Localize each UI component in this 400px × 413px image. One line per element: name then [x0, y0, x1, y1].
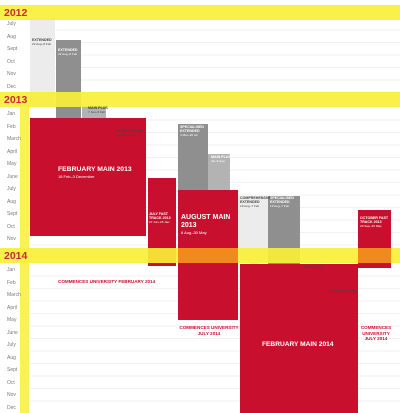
month-label: Aug [7, 33, 16, 40]
program-dates: 19 Aug–7 Feb [240, 204, 260, 209]
program-title: MAIN PLUS [303, 265, 323, 269]
year-band: 2012 [0, 5, 400, 20]
month-label: June [7, 329, 18, 336]
february-main-2014-bar [240, 264, 358, 413]
month-axis: July Aug Sept Oct Nov Dec Jan Feb March April May J… [0, 0, 30, 413]
year-band: 2013 [0, 92, 400, 107]
commences-feb-2014-note: COMMENCES UNIVERSITY FEBRUARY 2014 [58, 279, 156, 284]
month-label: July [7, 342, 16, 348]
program-dates: 22 Aug–8 Feb [32, 42, 52, 47]
month-label: June [7, 173, 18, 180]
month-label: March [7, 136, 21, 142]
program-title: MAIN PLUS [88, 106, 108, 110]
program-dates: 27 Jun–26 Jan [149, 220, 170, 225]
program-title: AUGUST MAIN 2013 [181, 214, 231, 230]
commences-july-2014-b-note: COMMENCES UNIVERSITY JULY 2014 [360, 325, 392, 342]
program-title: ACCELERATED [330, 289, 357, 293]
comprehensive-extended-label: COMPREHENSIVE EXTENDED 19 Aug–7 Feb [240, 196, 272, 209]
extended-2-label: EXTENDED 22 Aug–8 Feb [58, 48, 80, 57]
month-label: Sept [7, 367, 18, 373]
february-main-2013-bar [30, 118, 146, 236]
month-label: Aug [7, 198, 16, 205]
month-label: April [7, 304, 18, 311]
month-label: Aug [7, 354, 16, 361]
extended-1-bar [30, 18, 55, 106]
month-label: Nov [7, 392, 16, 398]
month-label: May [7, 317, 17, 323]
year-label: 2013 [4, 94, 28, 106]
program-title: EXTENDED [58, 48, 78, 52]
program-dates: 18 Feb–3 December [58, 173, 95, 179]
program-title: ACCELERATED [116, 129, 143, 133]
month-label: Dec [7, 404, 16, 411]
band-overlap [178, 248, 238, 263]
main-plus-2-bar [208, 154, 230, 196]
february-main-2013-label: FEBRUARY MAIN 2013 18 Feb–3 December [58, 166, 146, 179]
program-title: SPECIALISED EXTENDED [180, 125, 204, 134]
band-overlap [358, 248, 391, 263]
month-label: March [7, 292, 21, 298]
july-fast-track-2013-label: JULY FAST TRACK 2013 27 Jun–26 Jan [149, 212, 175, 225]
commences-july-2014-note: COMMENCES UNIVERSITY JULY 2014 [179, 325, 239, 336]
month-label: April [7, 148, 18, 155]
specialised-extended-2-label: SPECIALISED EXTENDED 19 Aug–7 Feb [270, 196, 300, 209]
month-label: July [7, 21, 16, 27]
year-label: 2014 [4, 250, 28, 262]
october-fast-track-2013-label: OCTOBER FAST TRACK 2013 26 Sep–30 May [360, 216, 390, 229]
month-label: Nov [7, 236, 16, 242]
specialised-extended-1-label: SPECIALISED EXTENDED 4 Mar–26 Jul [180, 125, 208, 138]
year-label: 2012 [4, 7, 28, 19]
august-main-2013-label: AUGUST MAIN 2013 8 Aug–30 May [181, 214, 239, 236]
program-dates: Jul–9 Aug [211, 159, 225, 164]
program-dates: 7 Jan–8 Feb [88, 110, 106, 115]
program-dates: 8 Aug–30 May [181, 230, 207, 236]
program-title: MAIN PLUS [211, 155, 231, 159]
main-plus-2-label: MAIN PLUS Jul–9 Aug [211, 155, 231, 164]
program-title: OCTOBER FAST TRACK 2013 [360, 216, 389, 225]
program-dates: 4 Mar–26 Jul [180, 133, 198, 138]
program-dates: 26 Sep–30 May [360, 224, 382, 229]
program-title: FEBRUARY MAIN 2013 [58, 166, 132, 173]
month-label: Sept [7, 46, 18, 52]
month-label: Feb [7, 279, 16, 286]
month-label: July [7, 186, 16, 192]
month-label: Feb [7, 123, 16, 130]
program-title: JULY FAST TRACK 2013 [149, 212, 171, 221]
accelerated-1-label: ACCELERATED 27 Mar–12 Apr [116, 129, 150, 138]
accelerated-2-label: ACCELERATED [330, 289, 360, 293]
month-label: Oct [7, 58, 15, 65]
month-label: Sept [7, 211, 18, 217]
month-label: May [7, 161, 17, 167]
program-title: FEBRUARY MAIN 2014 [262, 341, 334, 348]
program-title: EXTENDED [32, 38, 52, 42]
main-plus-1-label: MAIN PLUS 7 Jan–8 Feb [88, 106, 118, 115]
month-label: Jan [7, 267, 16, 273]
month-label: Oct [7, 223, 15, 230]
program-dates: 19 Aug–7 Feb [270, 204, 290, 209]
program-dates: 27 Mar–12 Apr [116, 133, 137, 138]
month-label: Oct [7, 379, 15, 386]
program-dates: 22 Aug–8 Feb [58, 52, 78, 57]
program-title: COMPREHENSIVE EXTENDED [240, 196, 272, 205]
month-label: Nov [7, 71, 16, 77]
month-label: Jan [7, 111, 16, 117]
main-plus-1-bar [82, 106, 106, 118]
extended-1-label: EXTENDED 22 Aug–8 Feb [32, 38, 54, 47]
main-plus-3-label: MAIN PLUS [303, 265, 331, 269]
february-main-2014-label: FEBRUARY MAIN 2014 [262, 341, 358, 349]
month-label: Dec [7, 83, 16, 90]
specialised-extended-1-bar [178, 124, 208, 199]
program-title: SPECIALISED EXTENDED [270, 196, 294, 205]
